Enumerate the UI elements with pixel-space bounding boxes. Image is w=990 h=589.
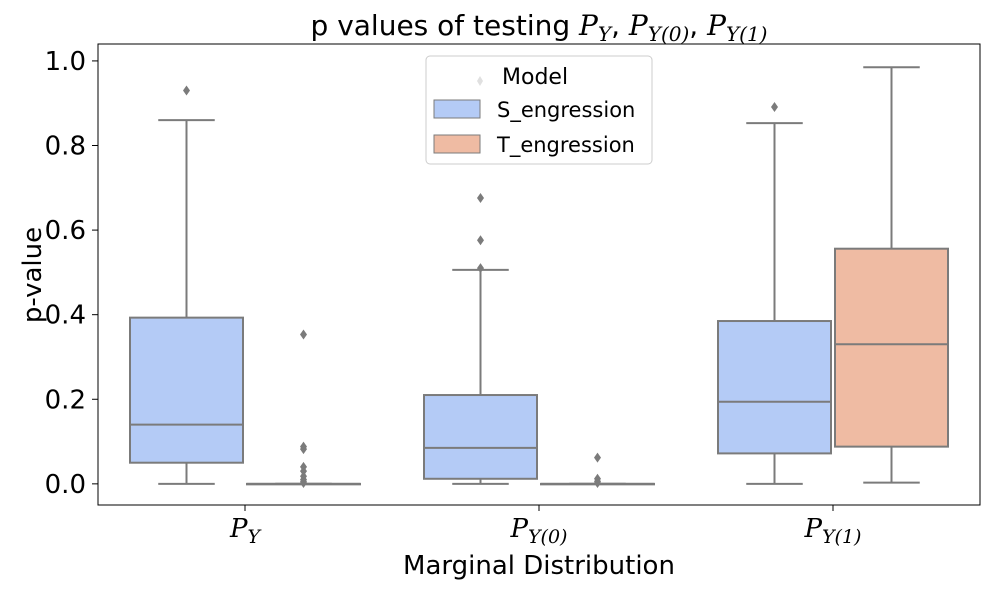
outlier-point [477, 263, 484, 274]
y-tick-label: 1.0 [45, 47, 86, 77]
box [834, 247, 949, 448]
chart-title: p values of testing PY, PY(0), PY(1) [311, 9, 768, 46]
legend-title: Model [502, 65, 568, 90]
outlier-point [300, 329, 307, 340]
legend-label-s-engression: S_engression [497, 98, 635, 123]
y-tick-label: 0.0 [45, 470, 86, 500]
y-tick-label: 0.4 [45, 301, 86, 331]
legend-swatch-s-engression [433, 99, 481, 119]
x-tick-label: PY [229, 514, 263, 548]
box-group [423, 192, 538, 485]
legend-marker-icon [477, 76, 483, 86]
outlier-point [300, 478, 307, 489]
outlier-point [771, 102, 778, 113]
outlier-point [477, 192, 484, 203]
box-group [129, 85, 244, 485]
legend-frame [425, 55, 653, 165]
box [717, 320, 832, 455]
box-group [834, 66, 949, 484]
box [129, 316, 244, 464]
outlier-point [300, 444, 307, 455]
x-axis-label: Marginal Distribution [403, 551, 675, 581]
y-tick-label: 0.2 [45, 385, 86, 415]
legend-label-t-engression: T_engression [496, 133, 635, 158]
x-tick-label: PY(1) [804, 514, 862, 548]
box [423, 394, 538, 480]
outlier-point [300, 466, 307, 477]
y-tick-label: 0.8 [45, 132, 86, 162]
box-group [717, 102, 832, 485]
y-axis-label: p-value [18, 227, 48, 323]
y-tick-label: 0.6 [45, 216, 86, 246]
legend: Model S_engression T_engression [425, 55, 653, 165]
box-group [540, 452, 655, 489]
outlier-point [594, 452, 601, 463]
outlier-point [477, 235, 484, 246]
box-group [246, 329, 361, 489]
legend-swatch-t-engression [433, 134, 481, 154]
outlier-point [183, 85, 190, 96]
outlier-point [594, 478, 601, 489]
x-tick-label: PY(0) [510, 514, 568, 548]
